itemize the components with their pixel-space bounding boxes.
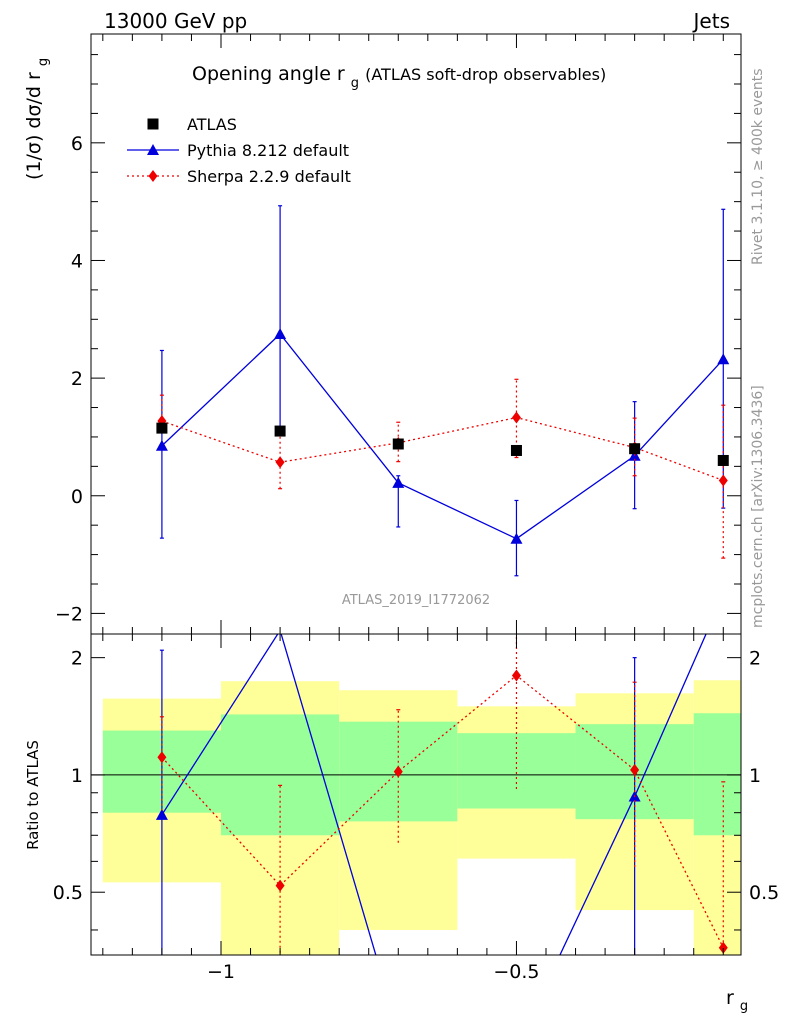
- plot-title-main: Opening angle r: [192, 63, 345, 85]
- main-plot-layer: [155, 205, 730, 577]
- data-point-sherpa: [511, 411, 521, 424]
- data-point-atlas: [156, 422, 168, 434]
- ratio-green-band-bin: [457, 733, 576, 809]
- data-point-atlas: [274, 425, 286, 437]
- y-tick-label: −2: [55, 603, 83, 625]
- axes-layer: −2 0 2 4 6 −1 −0.5 0.5 0.5 1 1 2 2: [53, 33, 779, 983]
- series-line-sherpa: [161, 416, 724, 482]
- ratio-point-sherpa: [393, 765, 403, 778]
- legend-marker-sherpa: [148, 170, 158, 182]
- ratio-point-pythia: [155, 808, 168, 820]
- ratio-y-tick-label-right: 1: [749, 765, 761, 787]
- main-y-axis-label-text: (1/σ) dσ/d r: [23, 72, 45, 180]
- ratio-series-sherpa: [157, 634, 728, 955]
- x-axis-label-text: r: [726, 987, 734, 1009]
- series-atlas: [156, 422, 729, 466]
- legend-entry-sherpa: Sherpa 2.2.9 default: [127, 167, 351, 186]
- mcplots-url-label: mcplots.cern.ch [arXiv:1306.3436]: [750, 385, 766, 628]
- legend-label-sherpa: Sherpa 2.2.9 default: [187, 167, 351, 186]
- data-point-pythia: [717, 353, 730, 365]
- data-point-atlas: [717, 454, 729, 466]
- main-y-axis-label: (1/σ) dσ/d r g: [23, 58, 51, 180]
- analysis-id-label: ATLAS_2019_I1772062: [342, 593, 490, 608]
- ratio-y-tick-label-right: 2: [749, 648, 761, 670]
- y-tick-label: 2: [71, 368, 83, 390]
- y-tick-label: 6: [71, 133, 83, 155]
- legend-marker-atlas: [147, 118, 159, 130]
- legend-marker-pythia: [147, 144, 159, 155]
- ratio-line-sherpa: [161, 674, 724, 949]
- data-point-sherpa: [275, 456, 285, 469]
- legend-entry-atlas: ATLAS: [147, 115, 237, 134]
- plot-title-rest: (ATLAS soft-drop observables): [365, 65, 606, 84]
- ratio-y-axis-label: Ratio to ATLAS: [24, 740, 42, 850]
- data-point-pythia: [274, 328, 287, 339]
- series-line-pythia: [161, 333, 724, 540]
- ratio-y-tick-label-left: 2: [71, 648, 83, 670]
- data-point-pythia: [510, 532, 523, 544]
- ratio-point-sherpa: [157, 751, 167, 764]
- data-point-atlas: [392, 438, 404, 450]
- ratio-y-tick-label-right: 0.5: [749, 882, 779, 904]
- data-point-pythia: [392, 476, 405, 488]
- y-tick-label: 4: [71, 250, 83, 272]
- data-point-sherpa: [718, 474, 728, 487]
- ratio-plot-frame: [90, 633, 742, 956]
- main-y-axis-label-sub: g: [36, 58, 51, 66]
- plot-title-sub: g: [351, 76, 359, 91]
- ratio-point-sherpa: [718, 941, 728, 954]
- ratio-uncertainty-bands: [91, 680, 741, 955]
- ratio-plot-layer: [155, 634, 728, 955]
- data-point-atlas: [510, 444, 522, 456]
- series-pythia: [155, 205, 730, 577]
- x-tick-label: −0.5: [493, 961, 539, 983]
- x-axis-label: r g: [726, 987, 748, 1014]
- legend-label-atlas: ATLAS: [187, 115, 237, 134]
- data-point-pythia: [155, 439, 168, 451]
- ratio-y-tick-label-left: 1: [71, 765, 83, 787]
- ratio-y-tick-label-left: 0.5: [53, 882, 83, 904]
- x-axis-label-sub: g: [740, 999, 748, 1014]
- legend-label-pythia: Pythia 8.212 default: [187, 141, 349, 160]
- header-process-label: Jets: [692, 9, 730, 33]
- legend-entry-pythia: Pythia 8.212 default: [127, 141, 349, 160]
- ratio-line-pythia: [161, 634, 707, 955]
- series-sherpa: [157, 378, 728, 559]
- ratio-point-sherpa: [275, 879, 285, 892]
- ratio-point-sherpa: [511, 669, 521, 682]
- ratio-green-band-bin: [693, 713, 741, 836]
- header-energy-label: 13000 GeV pp: [104, 9, 247, 33]
- y-tick-label: 0: [71, 486, 83, 508]
- data-point-atlas: [629, 443, 641, 455]
- x-tick-label: −1: [207, 961, 235, 983]
- legend: ATLAS Pythia 8.212 default Sherpa 2.2.9 de…: [127, 115, 351, 186]
- rivet-version-label: Rivet 3.1.10, ≥ 400k events: [750, 68, 766, 265]
- ratio-point-sherpa: [630, 763, 640, 776]
- plot-title: Opening angle r g (ATLAS soft-drop obser…: [192, 63, 606, 92]
